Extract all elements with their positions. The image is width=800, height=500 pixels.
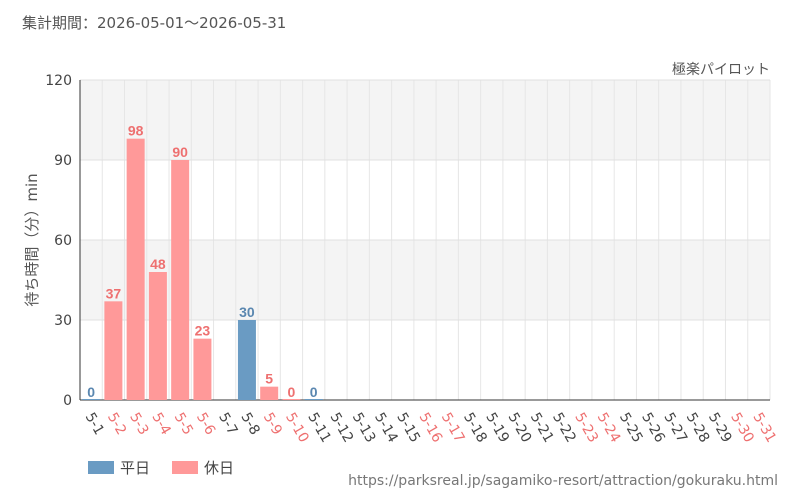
y-tick-label: 60: [54, 233, 72, 249]
value-label-5-9: 5: [265, 371, 273, 387]
attraction-name: 極楽パイロット: [672, 62, 770, 78]
bar-5-4: [148, 272, 167, 400]
bar-5-5: [171, 160, 190, 400]
bar-5-8: [237, 320, 256, 400]
legend-item-holiday: 休日: [172, 457, 234, 478]
x-tick-label-5-7: 5-7: [215, 410, 240, 438]
value-label-5-8: 30: [239, 304, 255, 320]
legend-label-weekday: 平日: [120, 459, 151, 477]
legend-item-weekday: 平日: [88, 457, 150, 478]
value-label-5-5: 90: [172, 144, 188, 160]
x-tick-label-5-6: 5-6: [193, 410, 218, 438]
value-label-5-11: 0: [310, 384, 318, 400]
x-tick-label-5-3: 5-3: [126, 410, 151, 438]
x-tick-label-5-4: 5-4: [148, 410, 173, 438]
source-url: https://parksreal.jp/sagamiko-resort/att…: [348, 473, 778, 489]
y-tick-label: 120: [45, 73, 72, 89]
x-tick-label-5-1: 5-1: [82, 410, 107, 438]
bar-5-6: [193, 338, 212, 400]
bar-5-1: [82, 399, 101, 400]
period-label: 集計期間：2026-05-01～2026-05-31: [22, 14, 287, 32]
value-label-5-1: 0: [87, 384, 95, 400]
x-tick-label-5-5: 5-5: [171, 410, 196, 438]
x-tick-label-5-8: 5-8: [237, 410, 262, 438]
x-tick-label-5-31: 5-31: [749, 410, 779, 446]
legend-swatch-weekday: [88, 461, 114, 474]
plot-band: [80, 80, 770, 160]
value-label-5-3: 98: [128, 123, 144, 139]
chart-legend: 平日 休日: [88, 457, 234, 478]
y-tick-label: 90: [54, 153, 72, 169]
value-label-5-10: 0: [288, 384, 296, 400]
value-label-5-4: 48: [150, 256, 166, 272]
y-axis-label: 待ち時間（分）min: [23, 173, 41, 306]
bar-5-2: [104, 301, 123, 400]
bar-5-10: [282, 399, 301, 400]
x-tick-label-5-9: 5-9: [260, 410, 285, 438]
legend-label-holiday: 休日: [204, 459, 235, 477]
bar-5-11: [304, 399, 323, 400]
plot-band: [80, 240, 770, 320]
y-tick-label: 0: [63, 393, 72, 409]
value-label-5-6: 23: [195, 323, 211, 339]
value-label-5-2: 37: [106, 285, 122, 301]
bar-5-3: [126, 138, 145, 400]
legend-swatch-holiday: [172, 461, 199, 474]
y-tick-label: 30: [54, 313, 72, 329]
plot-band: [80, 160, 770, 240]
bar-5-9: [260, 386, 279, 400]
x-tick-label-5-2: 5-2: [104, 410, 129, 438]
